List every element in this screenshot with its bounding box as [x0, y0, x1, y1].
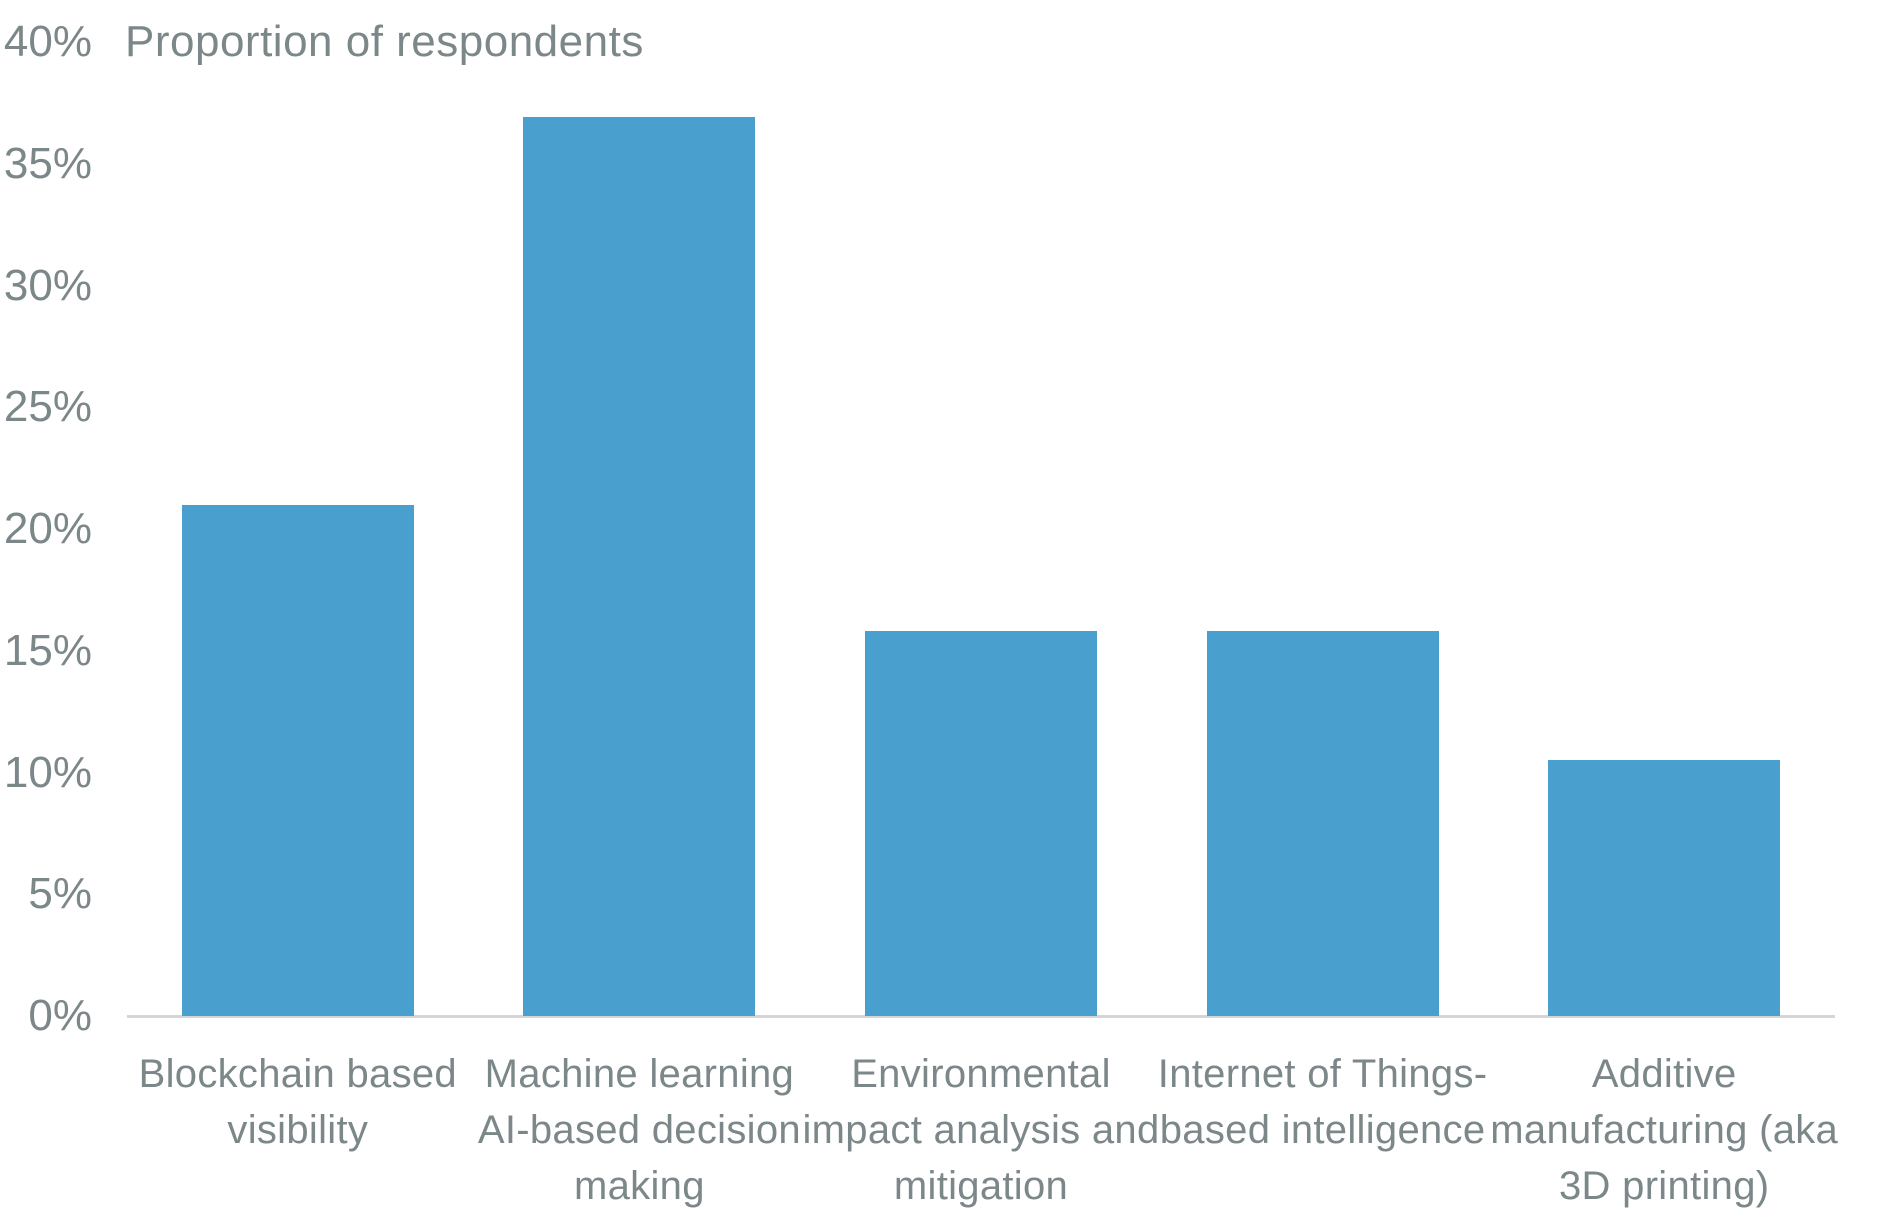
- y-tick-label: 20%: [3, 504, 92, 553]
- y-tick-label: 25%: [3, 382, 92, 432]
- category-label-0: Blockchain based visibility: [138, 1052, 457, 1152]
- chart-title: Proportion of respondents: [125, 17, 644, 66]
- category-label-1: Machine learning AI-based decision making: [477, 1052, 801, 1208]
- y-tick-label: 40%: [3, 17, 92, 66]
- bar-4: [1548, 760, 1781, 1016]
- category-label-3: Internet of Things-based intelligence: [1157, 1052, 1488, 1152]
- category-label-4: Additive manufacturing (aka 3D printing): [1490, 1052, 1839, 1208]
- bar-1: [523, 117, 756, 1016]
- y-tick-label: 5%: [28, 869, 92, 919]
- y-tick-label: 10%: [3, 747, 92, 797]
- y-tick-label: 30%: [3, 260, 92, 310]
- y-tick-label: 0%: [28, 991, 92, 1040]
- x-axis-line: [127, 1015, 1835, 1018]
- y-tick-label: 15%: [3, 625, 92, 675]
- bar-0: [181, 504, 414, 1016]
- y-tick-label: 35%: [3, 138, 92, 188]
- category-label-2: Environmental impact analysis and mitigati…: [802, 1052, 1160, 1208]
- bar-2: [865, 631, 1097, 1016]
- bar-3: [1206, 631, 1439, 1016]
